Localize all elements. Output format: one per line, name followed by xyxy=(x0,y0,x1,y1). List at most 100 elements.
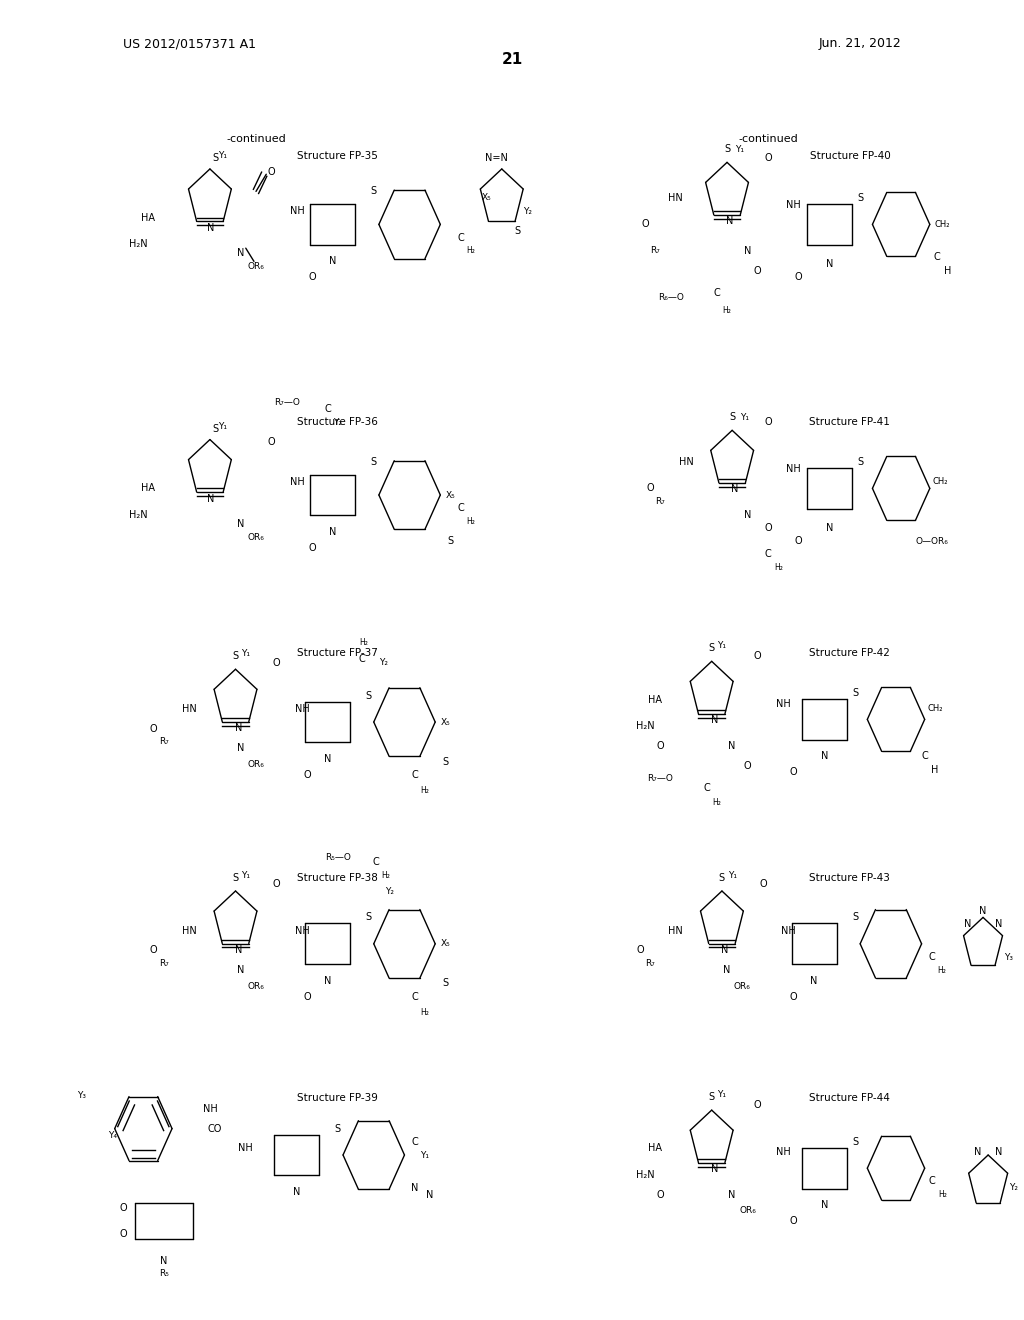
Text: S: S xyxy=(232,651,239,661)
Text: N: N xyxy=(994,919,1002,929)
Text: N: N xyxy=(820,751,828,762)
Text: S: S xyxy=(366,912,372,923)
Text: HN: HN xyxy=(679,457,693,467)
Text: NH: NH xyxy=(290,477,304,487)
Text: OR₆: OR₆ xyxy=(248,533,264,541)
Text: N: N xyxy=(237,519,245,529)
Text: Y₂: Y₂ xyxy=(1010,1184,1018,1192)
Text: O: O xyxy=(790,991,798,1002)
Text: Structure FP-39: Structure FP-39 xyxy=(298,1093,378,1104)
Text: Structure FP-38: Structure FP-38 xyxy=(298,873,378,883)
Text: S: S xyxy=(852,912,858,923)
Text: N: N xyxy=(207,223,215,234)
Text: Y₁: Y₁ xyxy=(718,642,726,649)
Text: NH: NH xyxy=(786,199,801,210)
Text: 21: 21 xyxy=(502,51,522,67)
Text: OR₆: OR₆ xyxy=(739,1206,756,1214)
Text: S: S xyxy=(514,226,520,236)
Text: Y₁: Y₁ xyxy=(740,413,749,421)
Text: H₂: H₂ xyxy=(382,871,390,879)
Text: HA: HA xyxy=(648,694,663,705)
Text: C: C xyxy=(458,503,464,513)
Text: O: O xyxy=(646,483,654,494)
Text: Y₁: Y₁ xyxy=(421,1151,429,1159)
Text: S: S xyxy=(857,193,863,203)
Text: N: N xyxy=(974,1147,982,1158)
Text: N: N xyxy=(994,1147,1002,1158)
Text: R₇: R₇ xyxy=(159,738,169,746)
Text: O: O xyxy=(303,770,311,780)
Text: Y₁: Y₁ xyxy=(218,152,226,160)
Text: H₂: H₂ xyxy=(938,966,946,974)
Text: N: N xyxy=(207,494,215,504)
Text: R₇: R₇ xyxy=(655,498,666,506)
Text: H₂N: H₂N xyxy=(129,510,147,520)
Text: S: S xyxy=(212,153,218,164)
Text: R₇—O: R₇—O xyxy=(273,399,300,407)
Text: S: S xyxy=(442,756,449,767)
Text: Structure FP-41: Structure FP-41 xyxy=(810,417,890,428)
Text: O: O xyxy=(272,879,281,890)
Text: HA: HA xyxy=(648,1143,663,1154)
Text: H₂: H₂ xyxy=(467,247,475,255)
Text: S: S xyxy=(719,873,725,883)
Text: S: S xyxy=(335,1123,341,1134)
Text: OR₆: OR₆ xyxy=(248,263,264,271)
Text: N: N xyxy=(411,1183,419,1193)
Text: N: N xyxy=(743,246,752,256)
Text: S: S xyxy=(232,873,239,883)
Text: CO: CO xyxy=(208,1123,222,1134)
Text: O: O xyxy=(119,1203,127,1213)
Text: O: O xyxy=(795,272,803,282)
Text: Y₁: Y₁ xyxy=(242,871,250,879)
Text: O—OR₆: O—OR₆ xyxy=(915,537,948,545)
Text: S: S xyxy=(366,690,372,701)
Text: CH₂: CH₂ xyxy=(934,220,950,228)
Text: N: N xyxy=(723,965,731,975)
Text: Structure FP-35: Structure FP-35 xyxy=(298,150,378,161)
Text: R₇: R₇ xyxy=(650,247,660,255)
Text: R₇—O: R₇—O xyxy=(647,775,674,783)
Text: S: S xyxy=(709,643,715,653)
Text: S: S xyxy=(447,536,454,546)
Text: S: S xyxy=(212,424,218,434)
Text: NH: NH xyxy=(786,463,801,474)
Text: N: N xyxy=(237,248,245,259)
Text: O: O xyxy=(656,741,665,751)
Text: O: O xyxy=(641,219,649,230)
Text: R₅: R₅ xyxy=(159,1270,169,1278)
Text: O: O xyxy=(754,1100,762,1110)
Text: S: S xyxy=(371,186,377,197)
Text: H₂: H₂ xyxy=(467,517,475,525)
Text: S: S xyxy=(371,457,377,467)
Text: R₇: R₇ xyxy=(159,960,169,968)
Text: N: N xyxy=(721,945,729,956)
Text: N: N xyxy=(728,1189,736,1200)
Text: C: C xyxy=(458,232,464,243)
Text: N: N xyxy=(825,523,834,533)
Text: NH: NH xyxy=(290,206,304,216)
Text: Structure FP-40: Structure FP-40 xyxy=(810,150,890,161)
Text: O: O xyxy=(743,760,752,771)
Text: O: O xyxy=(764,153,772,164)
Text: O: O xyxy=(150,723,158,734)
Text: NH: NH xyxy=(776,1147,791,1158)
Text: H: H xyxy=(943,265,951,276)
Text: N: N xyxy=(160,1255,168,1266)
Text: NH: NH xyxy=(239,1143,253,1154)
Text: X₅: X₅ xyxy=(481,194,492,202)
Text: O: O xyxy=(759,879,767,890)
Text: O: O xyxy=(754,265,762,276)
Text: N: N xyxy=(324,975,332,986)
Text: S: S xyxy=(852,688,858,698)
Text: Y₂: Y₂ xyxy=(334,418,342,426)
Text: X₅: X₅ xyxy=(440,940,451,948)
Text: C: C xyxy=(929,952,935,962)
Text: HN: HN xyxy=(669,193,683,203)
Text: O: O xyxy=(636,945,644,956)
Text: O: O xyxy=(308,272,316,282)
Text: H₂: H₂ xyxy=(939,1191,947,1199)
Text: C: C xyxy=(412,770,418,780)
Text: C: C xyxy=(412,991,418,1002)
Text: N: N xyxy=(825,259,834,269)
